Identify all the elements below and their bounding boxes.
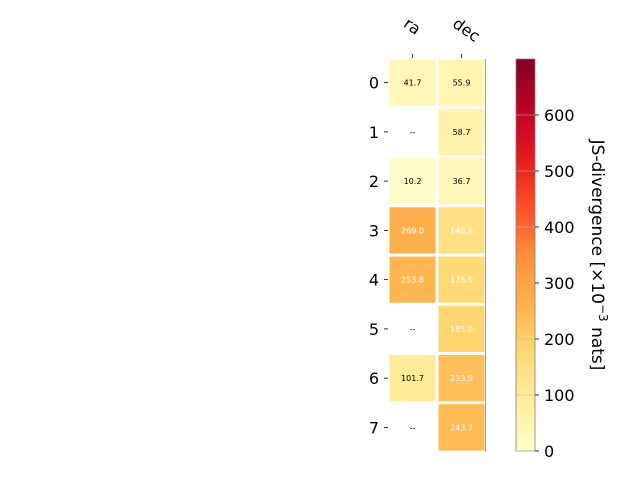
cell-value-label: 55.9 — [453, 79, 471, 88]
heatmap-cell — [389, 256, 436, 303]
row-tick-label: 7 — [369, 418, 379, 437]
cell-value-label: -- — [410, 325, 416, 334]
colorbar-tick-label: 300 — [544, 274, 575, 293]
colorbar-label: JS-divergence [×10−3 nats] — [587, 139, 610, 371]
row-tick-labels: 0 1 2 3 4 5 6 7 — [369, 74, 388, 437]
colorbar-tick-label: 500 — [544, 162, 575, 181]
heatmap-cell — [389, 158, 436, 205]
cell-value-label: 58.7 — [453, 128, 471, 137]
cell-value-label: -- — [410, 128, 416, 137]
colorbar-tick-label: 100 — [544, 386, 575, 405]
cell-value-label: 41.7 — [404, 79, 422, 88]
row-tick-label: 4 — [369, 271, 379, 290]
colorbar-label-main: JS-divergence [×10 — [587, 139, 607, 304]
heatmap-cell — [438, 404, 485, 451]
cell-value-label: -- — [410, 423, 416, 432]
heatmap-grid: 41.7 55.9 -- 58.7 10.2 36.7 269.0 146.9 253.8 176… — [389, 59, 486, 452]
cell-value-label: 176.0 — [450, 276, 473, 285]
cell-value-label: 253.8 — [401, 276, 424, 285]
colorbar-label-exponent: −3 — [596, 304, 610, 322]
colorbar-tick-label: 600 — [544, 106, 575, 125]
cell-value-label: 233.9 — [450, 374, 473, 383]
heatmap-cell — [389, 207, 436, 254]
row-tick-label: 2 — [369, 172, 379, 191]
cell-value-label: 36.7 — [453, 177, 471, 186]
heatmap-cell — [438, 256, 485, 303]
heatmap-cell — [438, 59, 485, 106]
heatmap-cell — [438, 305, 485, 352]
heatmap-cell — [438, 158, 485, 205]
cell-value-label: 243.7 — [450, 423, 473, 432]
row-tick-label: 6 — [369, 369, 379, 388]
cell-value-label: 101.7 — [401, 374, 424, 383]
colorbar-ticks: 0 100 200 300 400 500 600 — [516, 106, 575, 461]
colorbar-gradient — [515, 58, 536, 452]
cell-value-label: 185.0 — [450, 325, 473, 334]
colorbar — [515, 58, 536, 452]
heatmap-cell — [438, 207, 485, 254]
row-tick-label: 1 — [369, 123, 379, 142]
heatmap-cell — [438, 355, 485, 402]
cell-value-label: 269.0 — [401, 226, 424, 235]
column-tick-label: dec — [449, 14, 483, 46]
cell-value-label: 146.9 — [450, 226, 473, 235]
colorbar-label-suffix: nats] — [587, 322, 607, 371]
row-tick-label: 0 — [369, 74, 379, 93]
row-tick-label: 5 — [369, 320, 379, 339]
heatmap-cell — [389, 355, 436, 402]
heatmap-cell — [389, 59, 436, 106]
colorbar-tick-label: 200 — [544, 330, 575, 349]
cell-value-label: 10.2 — [404, 177, 422, 186]
row-tick-label: 3 — [369, 221, 379, 240]
colorbar-tick-label: 0 — [544, 442, 554, 461]
colorbar-tick-label: 400 — [544, 218, 575, 237]
column-tick-labels: ra dec — [400, 14, 484, 58]
heatmap-cell — [438, 108, 485, 155]
column-tick-label: ra — [400, 14, 424, 39]
